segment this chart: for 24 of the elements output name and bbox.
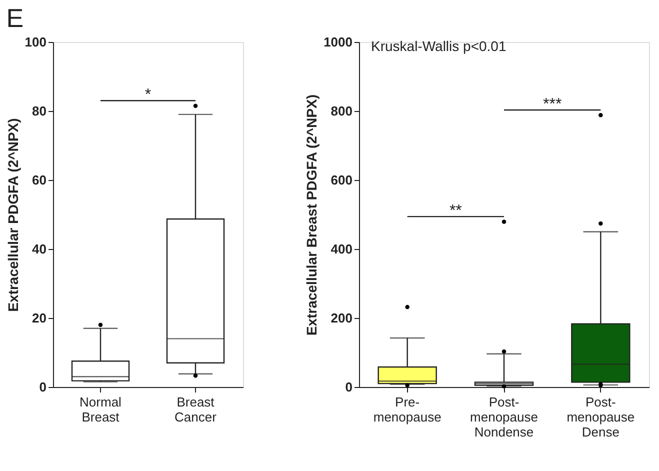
- x-tick-label: Normal Breast: [80, 394, 122, 424]
- y-axis-title: Extracellular PDGFA (2^NPX): [4, 118, 21, 312]
- y-tick-label: 400: [330, 242, 352, 256]
- chart-title: E: [6, 3, 24, 33]
- y-tick-label: 100: [24, 34, 46, 50]
- y-tick-label: 0: [39, 380, 46, 394]
- x-tick-label: Pre-menopause: [373, 394, 442, 424]
- x-tick-label: Post-menopause Dense: [566, 394, 635, 440]
- y-tick-label: 80: [32, 104, 46, 118]
- annotation: ***: [542, 96, 562, 113]
- y-tick-label: 20: [32, 310, 46, 326]
- y-tick-label: 40: [32, 242, 46, 256]
- x-tick-label: Post-menopause Nondense: [470, 394, 538, 440]
- y-tick-label: 600: [330, 172, 352, 188]
- annotation: *: [144, 86, 152, 104]
- y-axis-title: Extracellular Breast PDGFA (2^NPX): [304, 94, 320, 336]
- y-tick-label: 800: [330, 104, 352, 118]
- y-tick-label: 0: [345, 380, 352, 394]
- chart-title: Kruskal-Wallis p<0.01: [371, 38, 506, 54]
- y-tick-label: 1000: [324, 34, 352, 50]
- x-tick-label: Breast Cancer: [174, 394, 218, 424]
- y-tick-label: 200: [330, 310, 352, 326]
- y-tick-label: 60: [32, 172, 46, 188]
- annotation: **: [449, 202, 462, 220]
